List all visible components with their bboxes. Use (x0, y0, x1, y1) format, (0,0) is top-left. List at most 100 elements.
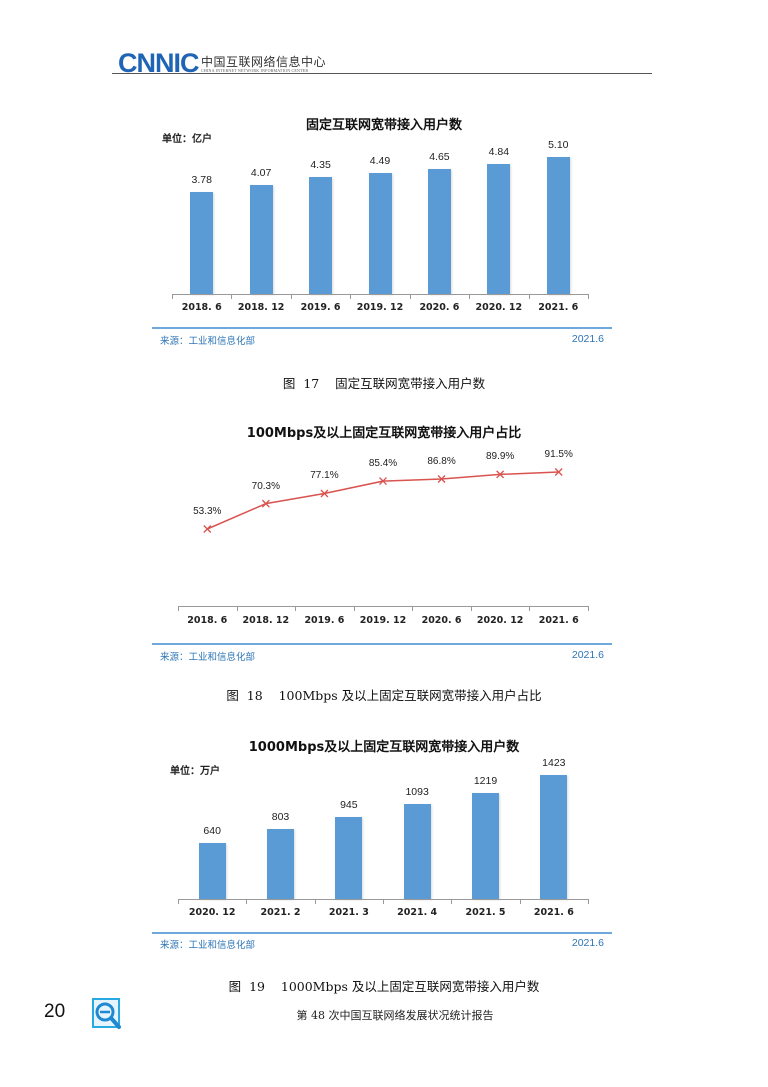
x-axis-tick (470, 606, 472, 611)
figure-caption: 图 19 1000Mbps 及以上固定互联网宽带接入用户数 (228, 979, 540, 994)
x-marker-icon (437, 475, 446, 483)
bar (487, 163, 511, 294)
x-marker-icon (261, 499, 270, 508)
x-axis-label: 2019. 6 (300, 302, 341, 313)
bar (335, 816, 363, 899)
bar-value-label: 4.84 (488, 145, 510, 158)
org-name-cn: 中国互联网络信息中心 (201, 55, 327, 69)
x-axis-tick (469, 294, 471, 299)
bar (198, 843, 226, 899)
bar (546, 157, 570, 294)
bar-value-label: 3.78 (191, 174, 212, 187)
x-marker-icon (496, 470, 505, 479)
line-value-label: 86.8% (427, 456, 456, 467)
bar-value-label: 4.35 (310, 159, 331, 172)
bar-value-label: 1219 (473, 774, 498, 787)
x-axis-label: 2020. 12 (476, 615, 524, 626)
x-axis-tick (529, 606, 531, 611)
header-divider (112, 73, 652, 74)
x-axis (178, 899, 588, 900)
source-date: 2021.6 (571, 333, 604, 345)
source-divider (152, 327, 612, 329)
bar (472, 792, 499, 899)
x-axis-label: 2018. 12 (242, 615, 290, 626)
bar (427, 169, 451, 294)
x-axis-tick (588, 606, 589, 611)
x-axis (178, 606, 588, 607)
source-date: 2021.6 (571, 937, 604, 949)
x-axis-tick (350, 294, 352, 299)
bar (249, 184, 273, 294)
x-axis-tick (353, 606, 355, 611)
bar-value-label: 803 (271, 811, 290, 824)
bar-value-label: 1423 (542, 757, 566, 769)
bar (540, 775, 568, 899)
x-axis-label: 2021. 6 (538, 615, 579, 626)
x-axis-tick (290, 294, 292, 299)
x-axis-tick (295, 606, 297, 611)
cnnic-logo: CNNIC (118, 48, 199, 78)
x-axis-label: 2018. 12 (237, 302, 285, 313)
x-axis-label: 2019. 12 (359, 615, 407, 626)
x-axis-label: 2020. 12 (188, 907, 236, 918)
figure-caption: 图 17 固定互联网宽带接入用户数 (282, 376, 486, 391)
x-axis-label: 2021. 4 (397, 907, 438, 918)
bar (267, 829, 294, 899)
x-axis-label: 2021. 2 (260, 907, 301, 918)
source-date: 2021.6 (571, 649, 604, 661)
source-divider (152, 643, 612, 645)
x-axis-label: 2018. 6 (187, 615, 228, 626)
report-title: 第 48 次中国互联网络发展状况统计报告 (296, 1009, 494, 1022)
x-axis-tick (178, 899, 179, 904)
x-axis-tick (178, 606, 179, 611)
bar-value-label: 1093 (405, 785, 429, 798)
x-axis-label: 2019. 6 (304, 615, 345, 626)
bar (190, 192, 214, 294)
x-axis (172, 294, 588, 295)
chart-unit: 单位：亿户 (162, 134, 212, 145)
x-axis-tick (172, 294, 173, 299)
x-axis-label: 2020. 6 (421, 615, 462, 626)
x-axis-label: 2021. 6 (533, 907, 574, 918)
x-axis-tick (231, 294, 233, 299)
x-axis-tick (383, 899, 384, 904)
bar-value-label: 4.65 (429, 151, 450, 164)
source-text: 来源：工业和信息化部 (160, 940, 256, 951)
source-divider (152, 932, 612, 934)
bar-value-label: 5.10 (548, 139, 569, 151)
x-axis-tick (451, 899, 453, 904)
page-number: 20 (44, 1001, 66, 1022)
bar-value-label: 4.07 (250, 166, 272, 179)
line-value-label: 89.9% (485, 451, 515, 463)
x-axis-tick (588, 294, 589, 299)
x-axis-tick (519, 899, 521, 904)
line-value-label: 85.4% (368, 458, 398, 470)
x-axis-tick (314, 899, 316, 904)
x-axis-label: 2019. 12 (356, 302, 404, 313)
x-axis-label: 2020. 6 (419, 302, 460, 313)
chart-title: 固定互联网宽带接入用户数 (305, 118, 462, 133)
x-axis-label: 2021. 3 (328, 907, 369, 918)
bar (309, 177, 333, 294)
x-marker-icon (379, 477, 387, 486)
bar-value-label: 945 (340, 798, 358, 811)
x-axis-tick (588, 899, 589, 904)
x-axis-tick (412, 606, 414, 611)
org-name-en: CHINA INTERNET NETWORK INFORMATION CENTE… (201, 68, 309, 73)
x-marker-icon (203, 525, 212, 533)
x-axis-tick (236, 606, 238, 611)
x-axis-label: 2021. 6 (538, 302, 579, 313)
bar (368, 173, 392, 294)
bar-value-label: 4.49 (369, 155, 391, 168)
x-axis-label: 2018. 6 (181, 302, 222, 313)
x-axis-label: 2020. 12 (475, 302, 523, 313)
source-text: 来源：工业和信息化部 (160, 336, 256, 347)
x-axis-label: 2021. 5 (465, 907, 506, 918)
bar-value-label: 640 (203, 825, 221, 838)
x-marker-icon (554, 468, 563, 476)
cnnic-search-icon (92, 998, 121, 1029)
line-value-label: 70.3% (251, 480, 281, 492)
chart-title: 1000Mbps及以上固定互联网宽带接入用户数 (248, 740, 520, 755)
x-axis-tick (409, 294, 411, 299)
x-axis-tick (528, 294, 530, 299)
